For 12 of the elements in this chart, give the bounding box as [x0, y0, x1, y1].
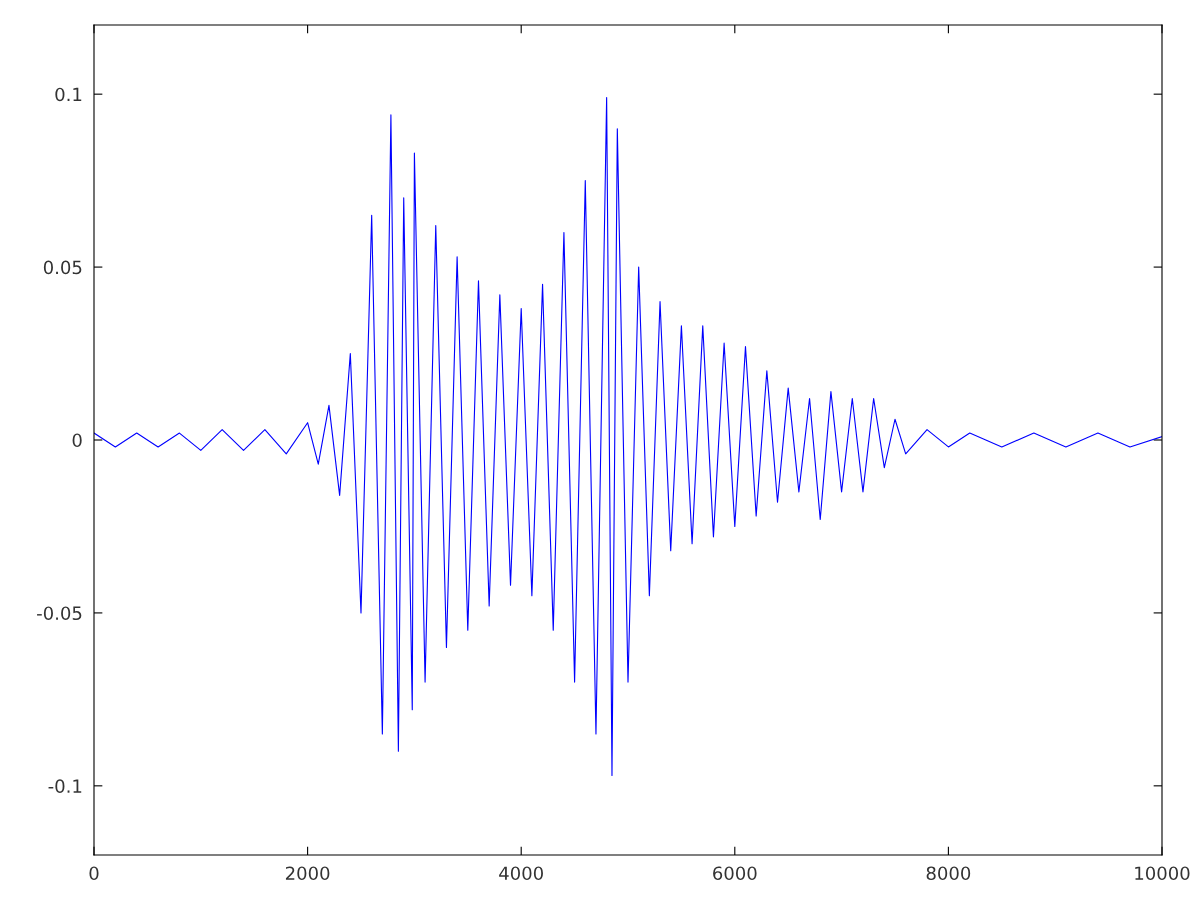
y-tick-label: -0.1 [48, 779, 82, 793]
line-series [94, 97, 1162, 777]
y-tick-label: -0.05 [37, 606, 82, 621]
x-tick-label: 0 [89, 866, 99, 881]
x-tick-label: 2000 [285, 866, 330, 881]
x-tick-label: 8000 [926, 866, 971, 881]
x-tick-label: 6000 [713, 866, 757, 881]
y-tick-label: 0 [72, 433, 82, 448]
x-tick-label: 10000 [1135, 866, 1190, 881]
y-tick-label: 0.1 [55, 87, 82, 102]
y-tick-label: 0.05 [43, 260, 82, 275]
x-tick-label: 4000 [499, 866, 543, 881]
